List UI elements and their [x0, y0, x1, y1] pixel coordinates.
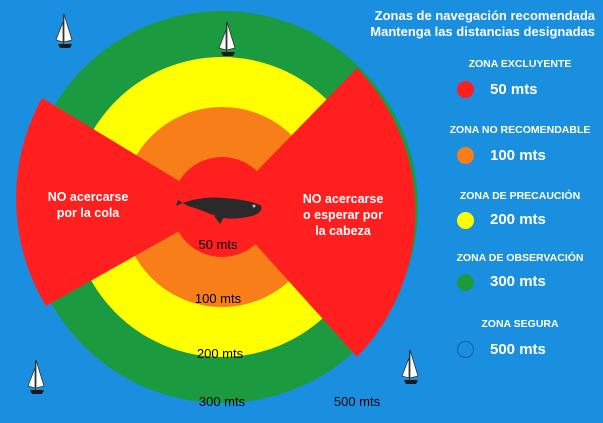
title-line2: Mantenga las distancias designadas [370, 24, 595, 39]
sailboat-icon [401, 349, 419, 385]
whale-icon [176, 197, 262, 224]
legend-label: ZONA SEGURA [481, 318, 559, 330]
head-exclusion-wedge [222, 68, 416, 357]
tail-exclusion-wedge [16, 98, 222, 306]
ring-label-50: 50 mts [198, 237, 238, 252]
legend-dot [457, 341, 474, 358]
legend-label: ZONA NO RECOMENDABLE [449, 124, 591, 136]
tail-warning-line2: por la cola [57, 206, 121, 220]
legend-label: ZONA EXCLUYENTE [468, 58, 572, 70]
ring-label-500: 500 mts [334, 394, 381, 409]
sailboat-icon [27, 359, 45, 395]
ring-label-200: 200 mts [197, 346, 244, 361]
legend-label: ZONA DE OBSERVACIÓN [456, 252, 584, 264]
head-warning-line1: NO acercarse [303, 192, 384, 206]
ring-label-100: 100 mts [195, 291, 242, 306]
sailboat-icon [55, 13, 73, 49]
legend-value: 500 mts [490, 341, 546, 358]
head-warning-line3: la cabeza [315, 224, 372, 238]
legend-dot [457, 147, 474, 164]
legend-label: ZONA DE PRECAUCIÓN [459, 190, 581, 202]
head-warning-line2: o esperar por [303, 208, 383, 222]
legend-dot [457, 274, 474, 291]
legend-value: 300 mts [490, 273, 546, 290]
legend-dot [457, 81, 474, 98]
title-block: Zonas de navegación recomendada Mantenga… [370, 8, 595, 40]
tail-warning-line1: NO acercarse [48, 190, 129, 204]
ring-label-300: 300 mts [199, 394, 246, 409]
legend-value: 100 mts [490, 147, 546, 164]
legend-value: 50 mts [490, 81, 538, 98]
title-line1: Zonas de navegación recomendada [374, 8, 595, 23]
legend-dot [457, 212, 474, 229]
legend-value: 200 mts [490, 211, 546, 228]
